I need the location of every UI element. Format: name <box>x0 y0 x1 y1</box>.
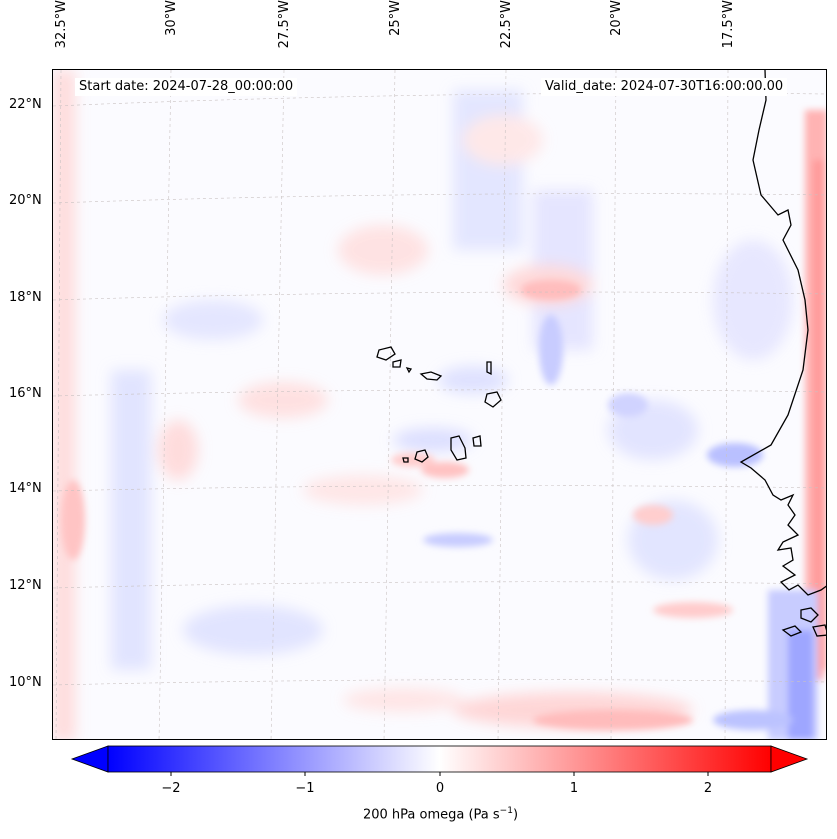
colorbar-tick-0: 0 <box>435 781 445 796</box>
map-panel[interactable] <box>52 69 827 740</box>
lat-label-12n: 12°N <box>9 578 42 593</box>
lat-label-14n: 14°N <box>9 481 42 496</box>
colorbar-tick-neg2: −2 <box>161 781 181 796</box>
start-date-label: Start date: 2024-07-28_00:00:00 <box>75 78 298 96</box>
colorbar-tick-neg1: −1 <box>295 781 315 796</box>
lon-label-30w: 30°W <box>164 0 179 36</box>
colorbar-label-close: ) <box>512 807 519 823</box>
omega-contours <box>53 70 826 739</box>
lon-label-32-5w: 32.5°W <box>54 0 69 49</box>
colorbar-tick-marks <box>170 772 709 776</box>
fogo-island <box>414 449 429 463</box>
lat-label-16n: 16°N <box>9 386 42 401</box>
santa-luzia-island <box>405 367 413 374</box>
sal-island <box>486 361 492 376</box>
sao-vicente-island <box>392 359 402 368</box>
coastlines <box>376 70 826 637</box>
lat-label-22n: 22°N <box>9 97 42 112</box>
map-background <box>53 70 826 739</box>
colorbar-tick-2: 2 <box>703 781 713 796</box>
colorbar <box>70 745 809 776</box>
gridlines <box>53 70 826 739</box>
omega-field-map <box>53 70 826 739</box>
lon-label-25w: 25°W <box>388 0 403 36</box>
lat-label-10n: 10°N <box>9 675 42 690</box>
bissagos-islands <box>781 607 826 637</box>
brava-island <box>402 457 409 463</box>
lon-label-27-5w: 27.5°W <box>277 0 292 49</box>
maio-island <box>472 435 482 447</box>
lat-label-18n: 18°N <box>9 290 42 305</box>
valid-date-label: Valid_date: 2024-07-30T16:00:00.00 <box>541 78 788 96</box>
colorbar-label-exponent: −1 <box>499 806 513 816</box>
lat-label-20n: 20°N <box>9 193 42 208</box>
lon-label-17-5w: 17.5°W <box>721 0 736 49</box>
africa-coastline <box>739 70 826 596</box>
colorbar-tick-1: 1 <box>569 781 579 796</box>
colorbar-extend-max <box>770 745 809 773</box>
boa-vista-island <box>484 391 502 408</box>
lon-label-22-5w: 22.5°W <box>499 0 514 49</box>
colorbar-label-text: 200 hPa omega (Pa s <box>362 807 500 823</box>
santiago-island <box>450 435 467 461</box>
santo-antao-island <box>376 346 396 361</box>
sao-nicolau-island <box>419 371 443 381</box>
lon-label-20w: 20°W <box>609 0 624 36</box>
colorbar-extend-min <box>70 745 109 773</box>
colorbar-gradient <box>107 745 772 773</box>
colorbar-label: 200 hPa omega (Pa s−1) <box>0 806 837 822</box>
